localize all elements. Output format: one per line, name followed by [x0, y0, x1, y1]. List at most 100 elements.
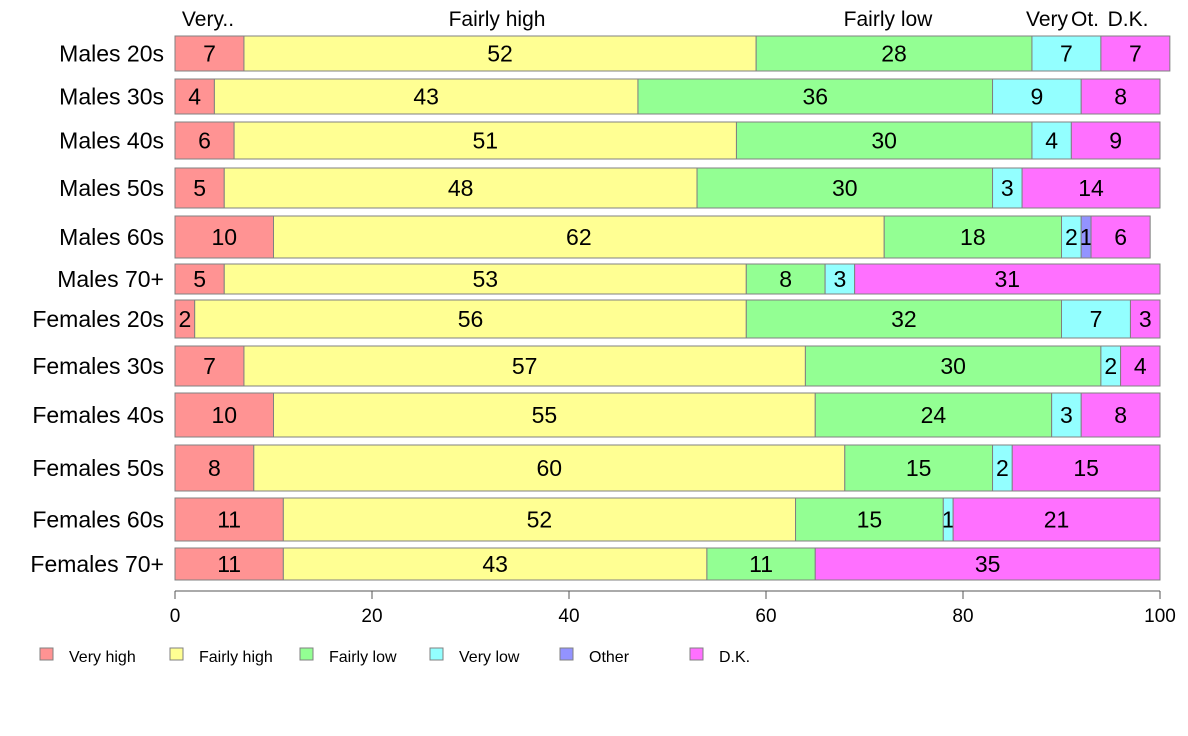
legend-label: Other: [589, 649, 630, 666]
data-label-very-low: 4: [1045, 128, 1058, 154]
bar-segment-fairly-low: [795, 497, 944, 542]
bar-segment-d-k: [814, 547, 1161, 581]
data-label-fairly-low: 15: [906, 455, 932, 481]
top-label-d-k: D.K.: [1108, 8, 1149, 31]
category-labels: Males 20s Males 30s Males 40s Males 50s Male…: [30, 41, 164, 578]
legend-label: Very high: [69, 649, 136, 666]
bar-segment-very-low: [992, 167, 1023, 209]
bar-segment-fairly-low: [735, 121, 1033, 160]
x-tick-label: 100: [1144, 606, 1176, 627]
data-label-fairly-high: 60: [537, 455, 563, 481]
data-label-very-low: 3: [833, 266, 846, 292]
data-label-d-k: 31: [995, 266, 1021, 292]
bar-segment-very-high: [174, 392, 274, 438]
data-label-very-low: 2: [996, 455, 1009, 481]
category-label: Males 40s: [59, 128, 164, 154]
data-label-very-low: 2: [1104, 353, 1117, 379]
data-label-d-k: 6: [1114, 224, 1127, 250]
data-label-very-high: 6: [198, 128, 211, 154]
top-series-labels: Very.. Fairly high Fairly low Very Ot. D.K.: [182, 8, 1148, 31]
data-label-very-high: 4: [188, 84, 201, 110]
bar-segment-d-k: [1129, 299, 1161, 339]
bar-segment-fairly-low: [883, 215, 1063, 259]
x-tick-label: 40: [558, 606, 579, 627]
bar-segment-d-k: [1100, 35, 1171, 72]
legend-item-very-low: Very low: [429, 647, 520, 666]
bar-row-males-70: 5 53 8 3 31: [174, 263, 1161, 295]
bar-segment-d-k: [1080, 78, 1161, 115]
data-label-very-high: 10: [211, 402, 237, 428]
data-label-very-high: 5: [193, 266, 206, 292]
bar-row-males-30s: 4 43 36 9 8: [174, 78, 1161, 115]
bar-segment-fairly-high: [213, 78, 639, 115]
bar-segment-very-high: [174, 78, 215, 115]
category-label: Females 20s: [32, 306, 164, 332]
legend-swatch: [39, 647, 54, 661]
bar-segment-very-low: [992, 78, 1082, 115]
legend-label: Very low: [459, 649, 520, 666]
bar-segment-very-high: [174, 215, 274, 259]
bar-segment-fairly-high: [223, 263, 747, 295]
data-label-very-high: 7: [203, 41, 216, 67]
data-label-other: 1: [1080, 224, 1093, 250]
bar-segment-fairly-low: [755, 35, 1033, 72]
data-label-fairly-high: 51: [472, 128, 498, 154]
bar-segment-d-k: [1021, 167, 1161, 209]
data-label-d-k: 35: [975, 551, 1001, 577]
data-label-very-low: 3: [1060, 402, 1073, 428]
bar-segment-fairly-high: [253, 444, 846, 492]
data-label-fairly-high: 57: [512, 353, 538, 379]
bar-row-males-60s: 10 62 18 2 1 6: [174, 215, 1151, 259]
x-tick-label: 60: [755, 606, 776, 627]
bar-row-females-40s: 10 55 24 3 8: [174, 392, 1161, 438]
data-label-very-high: 10: [211, 224, 237, 250]
category-label: Females 60s: [32, 507, 164, 533]
data-label-very-low: 7: [1060, 41, 1073, 67]
data-label-fairly-low: 15: [857, 507, 883, 533]
legend-label: Fairly high: [199, 649, 273, 666]
bar-segment-very-high: [174, 497, 284, 542]
bar-row-males-50s: 5 48 30 3 14: [174, 167, 1161, 209]
data-label-fairly-high: 43: [482, 551, 508, 577]
bar-segment-fairly-low: [814, 392, 1053, 438]
bar-segment-d-k: [1011, 444, 1161, 492]
category-label: Males 20s: [59, 41, 164, 67]
legend-swatch: [299, 647, 314, 661]
data-label-d-k: 7: [1129, 41, 1142, 67]
category-label: Females 30s: [32, 353, 164, 379]
bar-segment-fairly-low: [696, 167, 994, 209]
bar-segment-very-high: [174, 444, 255, 492]
bar-row-females-20s: 2 56 32 7 3: [174, 299, 1161, 339]
legend-label: D.K.: [719, 649, 750, 666]
legend-swatch: [689, 647, 704, 661]
data-label-fairly-high: 56: [458, 306, 484, 332]
bar-row-females-60s: 11 52 15 1 21: [174, 497, 1161, 542]
bar-segment-very-low: [1031, 121, 1072, 160]
data-label-very-low: 9: [1030, 84, 1043, 110]
category-label: Females 50s: [32, 455, 164, 481]
data-label-fairly-low: 8: [779, 266, 792, 292]
top-label-fairly-low: Fairly low: [844, 8, 934, 31]
bar-segment-fairly-low: [844, 444, 994, 492]
bar-row-males-20s: 7 52 28 7 7: [174, 35, 1171, 72]
bar-segment-fairly-low: [637, 78, 994, 115]
data-label-fairly-high: 52: [487, 41, 513, 67]
data-label-fairly-high: 48: [448, 175, 474, 201]
bar-segment-fairly-high: [282, 547, 708, 581]
bar-segment-fairly-high: [273, 215, 885, 259]
legend-item-very-high: Very high: [39, 647, 136, 666]
bar-segment-fairly-high: [243, 345, 806, 387]
data-label-fairly-low: 11: [749, 551, 773, 577]
data-label-fairly-low: 24: [921, 402, 947, 428]
data-label-very-high: 8: [208, 455, 221, 481]
bar-segment-fairly-low: [745, 299, 1062, 339]
category-label: Females 70+: [30, 551, 164, 577]
data-label-d-k: 21: [1044, 507, 1070, 533]
data-label-d-k: 4: [1134, 353, 1147, 379]
bar-row-females-30s: 7 57 30 2 4: [174, 345, 1161, 387]
x-axis: 0 20 40 60 80 100: [170, 590, 1176, 627]
bar-segment-fairly-high: [233, 121, 737, 160]
data-label-d-k: 8: [1114, 402, 1127, 428]
data-label-fairly-low: 36: [802, 84, 828, 110]
